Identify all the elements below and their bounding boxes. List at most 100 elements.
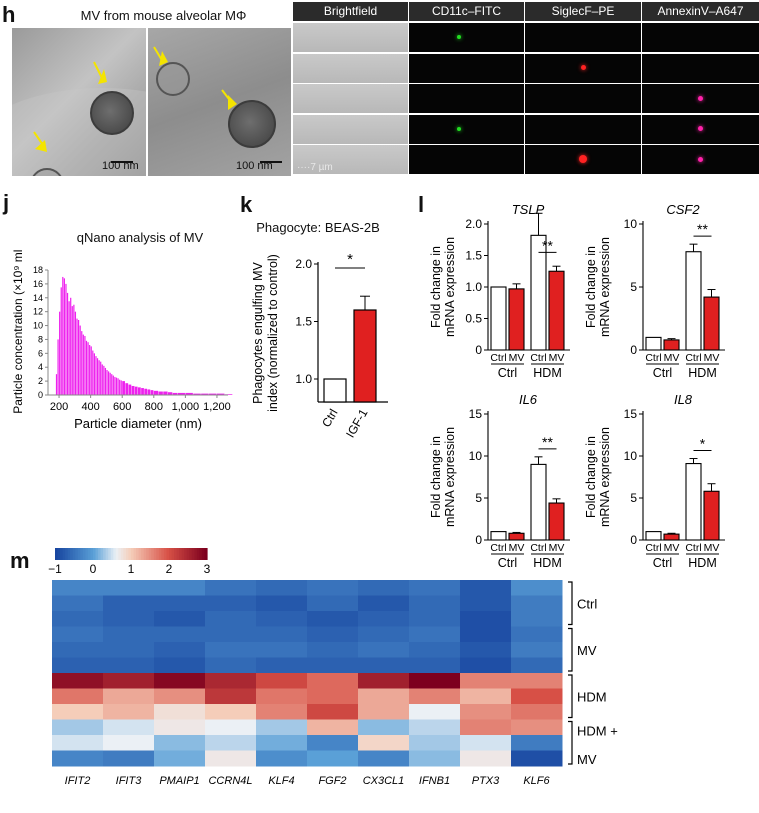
- m-heat-cell: [52, 735, 104, 751]
- m-heat-cell: [460, 626, 512, 643]
- brightfield-cell: [293, 84, 408, 113]
- fluorescent-event-dot: [698, 95, 703, 101]
- l-ytick-label: 10: [624, 217, 638, 231]
- j-ytick-label: 14: [33, 293, 43, 303]
- j-bar: [62, 276, 64, 395]
- k-bar: [323, 378, 347, 403]
- m-colorbar-segment: [199, 548, 203, 560]
- j-ytick-label: 8: [38, 334, 43, 344]
- j-bar: [153, 390, 159, 395]
- m-heat-cell: [52, 595, 104, 612]
- m-gene-label: FGF2: [318, 775, 346, 787]
- l-group-label: Ctrl: [498, 366, 517, 380]
- m-heat-cell: [205, 580, 257, 596]
- m-heat-cell: [460, 611, 512, 627]
- k-category-label: Ctrl: [319, 407, 340, 430]
- m-colorbar-segment: [77, 548, 81, 560]
- m-colorbar-segment: [169, 548, 173, 560]
- m-heat-cell: [307, 673, 359, 689]
- l-bar: [663, 339, 680, 351]
- j-bar: [81, 331, 83, 395]
- l-group-label: Ctrl: [653, 366, 672, 380]
- j-xtick-label: 1,200: [203, 401, 231, 413]
- j-bar: [74, 311, 77, 395]
- m-heat-cell: [52, 673, 104, 689]
- m-heat-cell: [52, 611, 104, 627]
- k-ytick-label: 1.0: [295, 372, 312, 386]
- l-ytick-label: 10: [469, 449, 483, 463]
- m-group-bracket: [568, 674, 573, 719]
- m-heat-cell: [52, 688, 104, 705]
- m-heat-cell: [409, 657, 461, 674]
- m-heat-cell: [307, 750, 359, 767]
- j-bar: [85, 340, 88, 395]
- j-bar: [172, 392, 178, 395]
- m-colorbar-segment: [166, 548, 170, 560]
- m-heat-cell: [307, 704, 359, 720]
- j-ylabel: Particle concentration (×10⁹ ml⁻¹): [11, 250, 25, 414]
- l-sig-star: **: [542, 434, 553, 450]
- m-heat-cell: [460, 704, 512, 720]
- j-bar: [128, 384, 132, 395]
- j-bar: [90, 346, 92, 395]
- m-heat-cell: [154, 688, 206, 705]
- header-annexinv: AnnexinV–A647: [642, 2, 759, 21]
- m-colorbar-segment: [115, 548, 119, 560]
- m-heat-cell: [52, 657, 104, 674]
- m-colorbar-segment: [67, 548, 71, 560]
- m-colorbar-segment: [196, 548, 200, 560]
- m-group-bracket: [568, 720, 573, 765]
- m-group-label: HDM +: [577, 724, 618, 739]
- l-ytick-label: 0: [630, 343, 637, 357]
- fluorescence-cell: [642, 53, 759, 83]
- m-gene-label: IFIT3: [116, 775, 143, 787]
- m-colorbar-segment: [143, 548, 147, 560]
- fluorescent-event-dot: [456, 126, 461, 131]
- m-heat-cell: [511, 626, 563, 643]
- m-heat-cell: [154, 657, 206, 674]
- m-heat-cell: [205, 642, 257, 658]
- m-gene-label: IFNB1: [419, 775, 450, 787]
- m-heat-cell: [358, 735, 410, 751]
- em-arrows-right: [153, 46, 282, 163]
- j-bar: [150, 390, 154, 395]
- m-heat-cell: [358, 688, 410, 705]
- m-heat-cell: [409, 580, 461, 596]
- j-bar: [66, 292, 69, 395]
- l-sub-label: MV: [664, 352, 680, 364]
- j-bar: [158, 391, 163, 395]
- m-heat-cell: [409, 595, 461, 612]
- m-colorbar-segment: [118, 548, 122, 560]
- m-heat-cell: [154, 750, 206, 767]
- m-colorbar-segment: [87, 548, 92, 560]
- j-bar: [87, 342, 89, 395]
- m-heat-cell: [52, 704, 104, 720]
- m-heat-cell: [358, 704, 410, 720]
- l-group-label: HDM: [688, 556, 716, 570]
- j-bar: [82, 334, 84, 395]
- m-colorbar-segment: [151, 548, 155, 560]
- em-image-right: 100 nm: [148, 28, 291, 176]
- m-heat-cell: [409, 719, 461, 736]
- m-colorbar-segment: [90, 548, 94, 560]
- m-heat-cell: [511, 657, 563, 674]
- m-colorbar-segment: [128, 548, 132, 560]
- m-heat-cell: [460, 735, 512, 751]
- m-colorbar-tick: 2: [166, 562, 173, 576]
- m-heat-cell: [256, 580, 308, 596]
- m-colorbar-segment: [100, 548, 104, 560]
- m-heat-cell: [103, 580, 155, 596]
- j-bar: [122, 381, 125, 395]
- m-heat-cell: [511, 719, 563, 736]
- m-heat-cell: [460, 642, 512, 658]
- m-heat-cell: [511, 580, 563, 596]
- vesicle-large: [90, 91, 134, 135]
- m-heat-cell: [358, 673, 410, 689]
- l-bar: [490, 286, 507, 351]
- m-heat-cell: [460, 750, 512, 767]
- fluorescence-cell: [525, 23, 641, 52]
- l-ylabel-1: Fold change in: [429, 436, 443, 518]
